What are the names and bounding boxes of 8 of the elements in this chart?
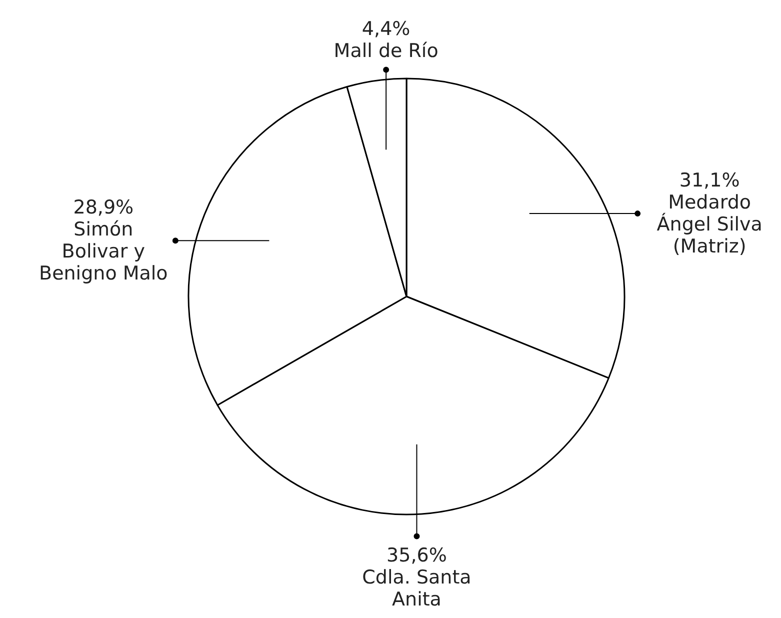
data-label: 31,1% — [679, 170, 740, 192]
slice-label: Cdla. Santa Anita — [362, 566, 472, 610]
data-label: 4,4% — [362, 18, 410, 40]
data-label: 35,6% — [386, 544, 447, 566]
data-label: 28,9% — [73, 196, 134, 219]
legend-label: Medardo Ángel Silva (Matriz) — [656, 192, 762, 258]
slice-label: Simón Bolivar y Benigno Malo — [39, 218, 168, 285]
slice-label: Mall de Río — [334, 40, 438, 62]
